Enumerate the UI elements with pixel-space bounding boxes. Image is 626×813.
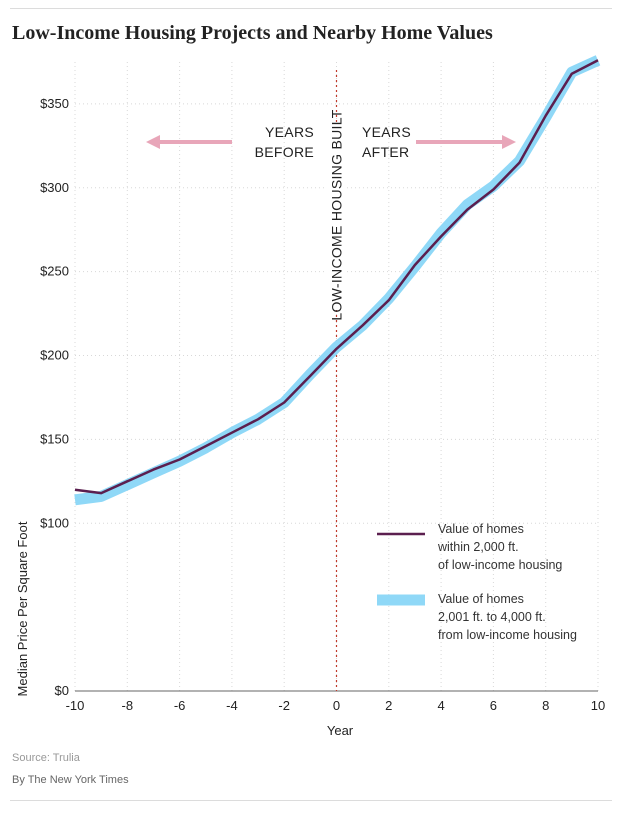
legend-near-line3: of low-income housing [438,558,562,572]
legend-far-line1: Value of homes [438,592,524,606]
x-tick-label: 4 [437,698,444,713]
x-axis-label: Year [327,723,354,738]
x-tick-label: -6 [174,698,186,713]
top-rule [10,8,612,9]
legend-near-line1: Value of homes [438,522,524,536]
y-tick-label: $100 [40,515,69,530]
years-after-line1: YEARS [362,124,411,140]
y-tick-label: $150 [40,431,69,446]
arrow-after-head [502,135,516,149]
arrow-after [416,135,516,149]
y-tick-label: $200 [40,348,69,363]
years-before-line2: BEFORE [255,144,314,160]
arrow-before [146,135,232,149]
source-note: Source: Trulia [12,752,80,764]
chart-title: Low-Income Housing Projects and Nearby H… [12,22,493,44]
x-tick-label: 2 [385,698,392,713]
y-axis-label: Median Price Per Square Foot [15,521,30,696]
x-tick-label: 8 [542,698,549,713]
y-tick-label: $300 [40,180,69,195]
legend-far-line2: 2,001 ft. to 4,000 ft. [438,610,546,624]
series-far-band [74,55,601,506]
x-tick-label: -8 [122,698,134,713]
x-tick-label: 0 [333,698,340,713]
bottom-rule [10,800,612,801]
x-tick-label: 10 [591,698,605,713]
legend-near-line2: within 2,000 ft. [437,540,519,554]
series-lines [74,55,601,506]
years-before-line1: YEARS [265,124,314,140]
housing-built-label: LOW-INCOME HOUSING BUILT [329,109,345,320]
x-tick-label: -4 [226,698,238,713]
legend-far-line3: from low-income housing [438,628,577,642]
housing-built-label-bg [326,122,347,310]
y-tick-label: $350 [40,96,69,111]
series-near-line [74,59,599,495]
arrow-before-head [146,135,160,149]
legend: Value of homes within 2,000 ft. of low-i… [377,522,577,642]
x-tick-label: 6 [490,698,497,713]
x-axis-ticks: -10 -8 -6 -4 -2 0 2 4 6 8 10 [66,698,606,713]
years-after-line2: AFTER [362,144,409,160]
y-tick-label: $250 [40,264,69,279]
y-axis-ticks: $0 $100 $150 $200 $250 $300 $350 [40,96,69,698]
y-tick-label: $0 [55,683,69,698]
x-tick-label: -2 [278,698,290,713]
credit-note: By The New York Times [12,774,129,786]
x-tick-label: -10 [66,698,85,713]
